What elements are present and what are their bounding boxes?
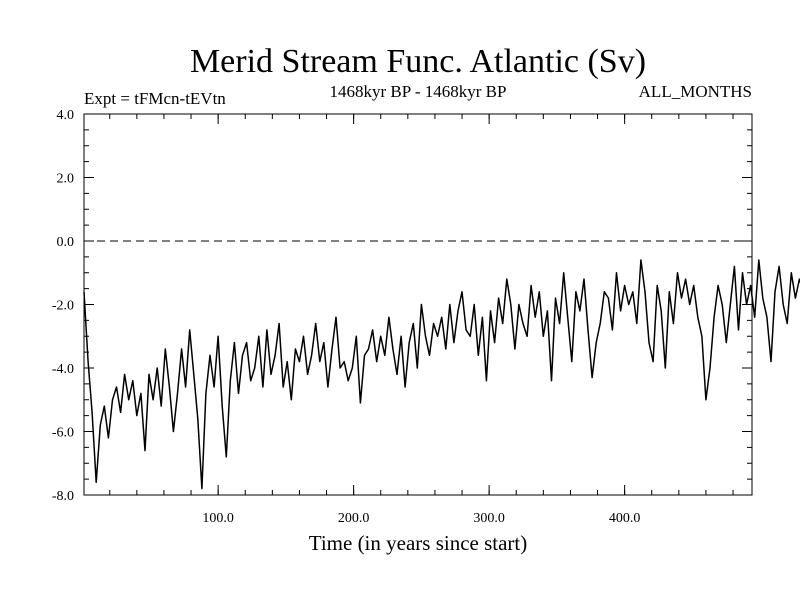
x-axis: 100.0 200.0 300.0 400.0	[202, 114, 640, 526]
y-tick-label: -8.0	[52, 489, 74, 504]
x-axis-label: Time (in years since start)	[309, 531, 528, 555]
plot-area: 100.0 200.0 300.0 400.0 -8.0 -6.0 -4.0 -2.0 0.0…	[52, 108, 800, 526]
x-tick-label: 400.0	[609, 511, 641, 526]
y-tick-label: -2.0	[52, 299, 74, 314]
y-tick-label: 0.0	[57, 235, 75, 250]
chart-title: Merid Stream Func. Atlantic (Sv)	[190, 43, 646, 80]
y-tick-label: -4.0	[52, 362, 74, 377]
y-tick-label: 4.0	[57, 108, 75, 123]
x-tick-label: 100.0	[202, 511, 234, 526]
x-tick-label: 300.0	[473, 511, 505, 526]
period-label: 1468kyr BP - 1468kyr BP	[330, 82, 507, 101]
experiment-label: Expt = tFMcn-tEVtn	[84, 89, 226, 108]
x-tick-label: 200.0	[338, 511, 370, 526]
y-axis: -8.0 -6.0 -4.0 -2.0 0.0 2.0 4.0	[52, 108, 752, 504]
y-tick-label: -6.0	[52, 426, 74, 441]
series-line	[83, 259, 800, 490]
y-tick-label: 2.0	[57, 172, 75, 187]
months-label: ALL_MONTHS	[639, 82, 752, 101]
